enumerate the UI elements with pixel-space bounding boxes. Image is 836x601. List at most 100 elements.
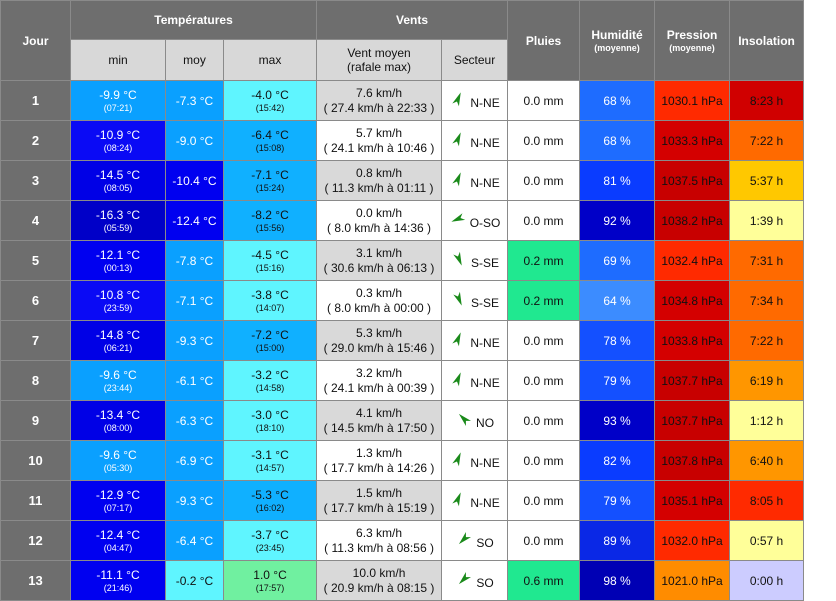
- wind-cell: 1.3 km/h( 17.7 km/h à 14:26 ): [316, 440, 443, 481]
- day-number: 3: [0, 160, 71, 201]
- wind-cell: 0.8 km/h( 11.3 km/h à 01:11 ): [316, 160, 443, 201]
- rain-cell: 0.0 mm: [507, 160, 581, 201]
- pressure-cell: 1037.7 hPa: [654, 360, 731, 401]
- wind-mean: 1.3 km/h: [356, 446, 403, 460]
- wind-gust: ( 17.7 km/h à 15:19 ): [323, 501, 435, 515]
- humidity-cell: 68 %: [579, 80, 656, 121]
- sector-cell: S-SE: [441, 240, 509, 281]
- temp-moy-cell: -6.4 °C: [165, 520, 224, 561]
- pressure-cell: 1035.1 hPa: [654, 480, 731, 521]
- temp-min-cell: -12.1 °C (00:13): [70, 240, 166, 281]
- wind-cell: 4.1 km/h( 14.5 km/h à 17:50 ): [316, 400, 443, 441]
- wind-mean: 0.0 km/h: [356, 206, 403, 220]
- wind-mean: 10.0 km/h: [352, 566, 406, 580]
- sector-label: N-NE: [470, 176, 500, 190]
- wind-direction-arrow-icon: [451, 213, 465, 222]
- rain-cell: 0.2 mm: [507, 240, 581, 281]
- pression-label: Pression: [666, 28, 718, 42]
- rain-cell: 0.0 mm: [507, 320, 581, 361]
- pressure-cell: 1034.8 hPa: [654, 280, 731, 321]
- temp-max-cell: -3.1 °C (14:57): [222, 440, 318, 481]
- temp-min-time: (07:17): [103, 503, 133, 513]
- table-row: 7 -14.8 °C (06:21) -9.3 °C -7.2 °C (15:00) 5.3…: [0, 320, 836, 361]
- wind-cell: 1.5 km/h( 17.7 km/h à 15:19 ): [316, 480, 443, 521]
- temp-min-time: (05:59): [103, 223, 133, 233]
- humidite-sub: (moyenne): [594, 43, 640, 53]
- day-number: 1: [0, 80, 71, 121]
- rain-cell: 0.0 mm: [507, 360, 581, 401]
- rain-cell: 0.0 mm: [507, 400, 581, 441]
- sector-cell: N-NE: [441, 480, 509, 521]
- table-row: 3 -14.5 °C (08:05) -10.4 °C -7.1 °C (15:24) 0.…: [0, 160, 836, 201]
- day-number: 2: [0, 120, 71, 161]
- table-row: 12 -12.4 °C (04:47) -6.4 °C -3.7 °C (23:45) 6.…: [0, 520, 836, 561]
- vent-moyen-line2: (rafale max): [347, 60, 412, 74]
- temp-max-cell: -8.2 °C (15:56): [222, 200, 318, 241]
- wind-cell: 0.3 km/h( 8.0 km/h à 00:00 ): [316, 280, 443, 321]
- pressure-cell: 1021.0 hPa: [654, 560, 731, 601]
- temp-min-value: -12.4 °C: [95, 528, 141, 542]
- temp-min-cell: -10.8 °C (23:59): [70, 280, 166, 321]
- day-number: 10: [0, 440, 71, 481]
- temp-max-time: (15:16): [255, 263, 285, 273]
- table-row: 6 -10.8 °C (23:59) -7.1 °C -3.8 °C (14:07) 0.3…: [0, 280, 836, 321]
- sector-label: N-NE: [470, 336, 500, 350]
- wind-mean: 3.1 km/h: [356, 246, 403, 260]
- humidity-cell: 81 %: [579, 160, 656, 201]
- humidity-cell: 93 %: [579, 400, 656, 441]
- temp-max-time: (17:57): [255, 583, 285, 593]
- sector-label: N-NE: [470, 496, 500, 510]
- wind-cell: 3.1 km/h( 30.6 km/h à 06:13 ): [316, 240, 443, 281]
- humidity-cell: 69 %: [579, 240, 656, 281]
- wind-mean: 0.8 km/h: [356, 166, 403, 180]
- col-humidite: Humidité (moyenne): [579, 0, 656, 81]
- temp-max-value: -4.0 °C: [251, 88, 289, 102]
- wind-mean: 5.3 km/h: [356, 326, 403, 340]
- temp-min-time: (08:00): [103, 423, 133, 433]
- sector-cell: S-SE: [441, 280, 509, 321]
- humidity-cell: 64 %: [579, 280, 656, 321]
- temp-max-cell: -4.0 °C (15:42): [222, 80, 318, 121]
- temp-min-time: (21:46): [103, 583, 133, 593]
- day-number: 4: [0, 200, 71, 241]
- wind-direction-arrow-icon: [453, 291, 462, 306]
- col-vents: Vents: [316, 0, 509, 40]
- temp-min-value: -9.9 °C: [99, 88, 137, 102]
- temp-max-cell: 1.0 °C (17:57): [222, 560, 318, 601]
- sector-label: S-SE: [471, 296, 500, 310]
- temp-max-value: -3.0 °C: [251, 408, 289, 422]
- pressure-cell: 1032.4 hPa: [654, 240, 731, 281]
- insolation-cell: 7:31 h: [729, 240, 805, 281]
- temp-max-value: -8.2 °C: [251, 208, 289, 222]
- sector-label: S-SE: [471, 256, 500, 270]
- pressure-cell: 1032.0 hPa: [654, 520, 731, 561]
- temp-min-value: -10.8 °C: [95, 288, 141, 302]
- temp-max-time: (14:58): [255, 383, 285, 393]
- sector-cell: N-NE: [441, 440, 509, 481]
- wind-gust: ( 11.3 km/h à 01:11 ): [324, 181, 434, 195]
- temp-min-cell: -9.9 °C (07:21): [70, 80, 166, 121]
- col-vent-moyen: Vent moyen (rafale max): [316, 39, 443, 81]
- temp-max-cell: -3.7 °C (23:45): [222, 520, 318, 561]
- wind-gust: ( 24.1 km/h à 00:39 ): [323, 381, 435, 395]
- temp-min-value: -14.8 °C: [95, 328, 141, 342]
- temp-min-cell: -16.3 °C (05:59): [70, 200, 166, 241]
- wind-gust: ( 17.7 km/h à 14:26 ): [323, 461, 435, 475]
- wind-direction-arrow-icon: [452, 452, 462, 467]
- rain-cell: 0.0 mm: [507, 480, 581, 521]
- col-jour: Jour: [0, 0, 71, 81]
- insolation-cell: 1:39 h: [729, 200, 805, 241]
- temp-max-cell: -3.0 °C (18:10): [222, 400, 318, 441]
- temp-moy-cell: -12.4 °C: [165, 200, 224, 241]
- sector-label: NO: [476, 416, 495, 430]
- temp-max-time: (23:45): [255, 543, 285, 553]
- temp-max-time: (16:02): [255, 503, 285, 513]
- col-max: max: [222, 39, 318, 81]
- humidity-cell: 82 %: [579, 440, 656, 481]
- col-temperatures: Températures: [69, 0, 318, 40]
- humidity-cell: 92 %: [579, 200, 656, 241]
- wind-direction-arrow-icon: [452, 372, 462, 387]
- temp-moy-cell: -9.3 °C: [165, 320, 224, 361]
- col-pluies: Pluies: [507, 0, 581, 81]
- table-row: 2 -10.9 °C (08:24) -9.0 °C -6.4 °C (15:08) 5.7…: [0, 120, 836, 161]
